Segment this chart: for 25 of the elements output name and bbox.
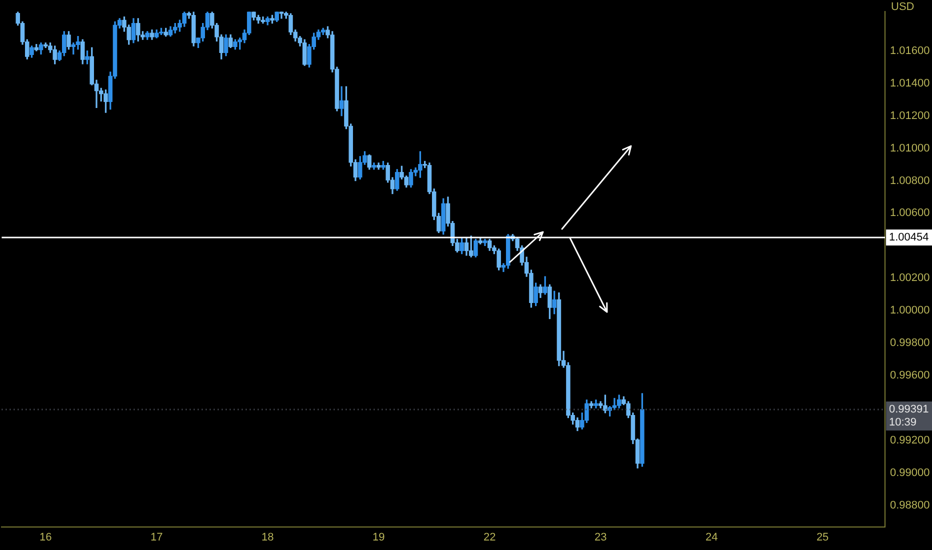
y-tick-label: 1.01600 (890, 44, 930, 57)
x-tick-label: 22 (483, 532, 496, 544)
x-tick-label: 25 (816, 532, 829, 544)
y-tick-label: 1.01400 (890, 77, 930, 90)
x-tick-label: 18 (261, 532, 274, 544)
y-tick-label: 0.99800 (890, 337, 930, 350)
y-tick-label: 1.01000 (890, 142, 930, 154)
ref-line-label: 0.99391 (889, 404, 929, 416)
y-tick-label: 0.98800 (890, 499, 930, 512)
y-tick-label: 1.00000 (890, 304, 930, 317)
y-tick-label: 0.99600 (890, 370, 930, 382)
y-tick-label: 1.00200 (890, 272, 930, 284)
y-tick-label: 0.99200 (890, 434, 930, 447)
x-tick-label: 19 (372, 532, 385, 544)
x-tick-label: 24 (705, 532, 718, 544)
y-tick-label: 1.00800 (890, 174, 930, 187)
x-tick-label: 17 (150, 532, 163, 544)
x-tick-label: 23 (594, 532, 607, 544)
y-tick-label: 1.01200 (890, 110, 930, 122)
y-axis-title: USD (891, 1, 914, 14)
ref-line-label: 1.00454 (889, 232, 929, 244)
y-tick-label: 0.99000 (890, 466, 930, 479)
y-tick-label: 1.00600 (890, 207, 930, 220)
text: 10:39 (889, 416, 917, 429)
x-tick-label: 16 (39, 532, 52, 544)
